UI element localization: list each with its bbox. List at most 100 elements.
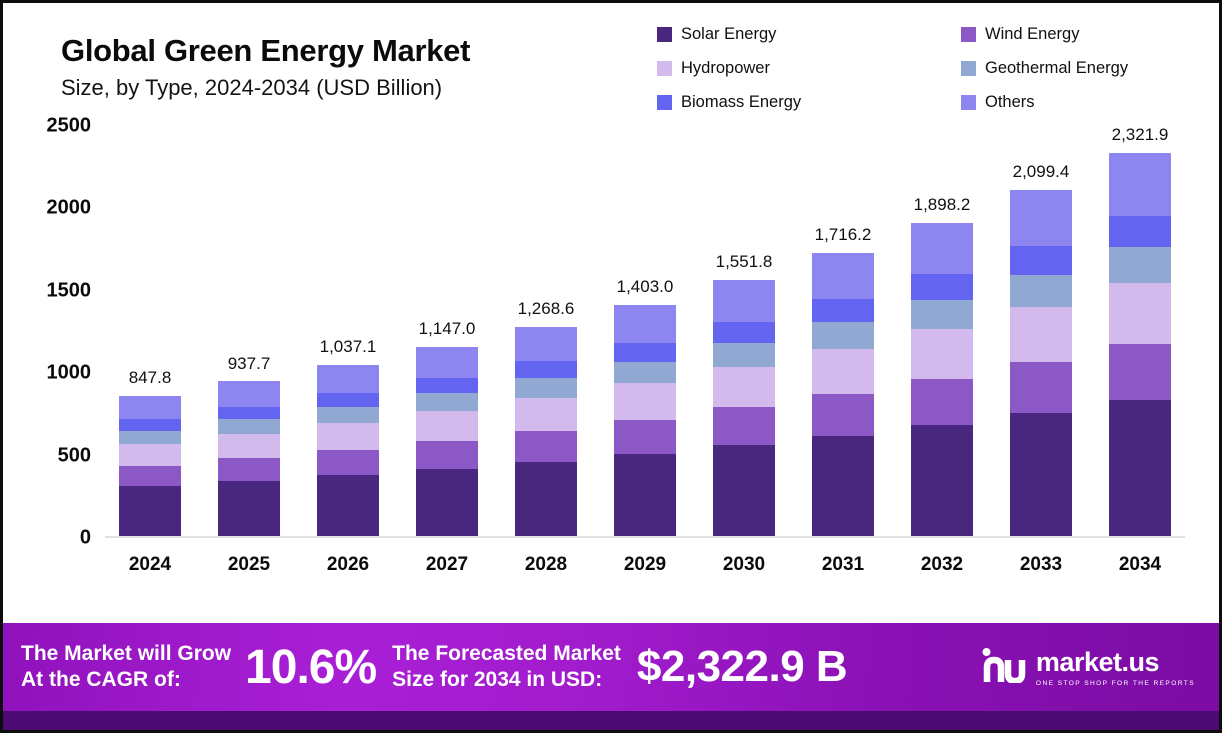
cagr-label: The Market will Grow At the CAGR of: (21, 641, 231, 692)
total-label-2027: 1,147.0 (418, 319, 476, 338)
bar-2024: 847.8 (119, 126, 181, 536)
total-label-2025: 937.7 (227, 353, 271, 373)
chart-header: Global Green Energy Market Size, by Type… (21, 17, 1199, 112)
bar-segment-biomass-energy (218, 406, 280, 420)
cagr-banner: The Market will Grow At the CAGR of: 10.… (3, 623, 1219, 711)
bar-segment-others (614, 304, 676, 343)
bar-segment-wind-energy (911, 378, 973, 425)
bar-segment-geothermal-energy (515, 378, 577, 398)
legend-item-hydropower: Hydropower (657, 59, 957, 78)
legend-label: Geothermal Energy (985, 59, 1129, 77)
bar-segment-wind-energy (218, 458, 280, 482)
bar-segment-hydropower (614, 383, 676, 420)
x-label-2028: 2028 (524, 554, 568, 575)
bar-segment-solar-energy (218, 481, 280, 536)
bar-segment-geothermal-energy (1010, 274, 1072, 308)
bar-segment-solar-energy (713, 445, 775, 536)
total-label-2030: 1,551.8 (715, 252, 773, 272)
bar-2030: 1,551.8 (713, 126, 775, 536)
bar-segment-others (911, 223, 973, 275)
bar-segment-others (1010, 190, 1072, 247)
bar-segment-wind-energy (614, 419, 676, 454)
total-label-2028: 1,268.6 (517, 298, 575, 318)
total-label-2031: 1,716.2 (814, 225, 872, 245)
bar-segment-geothermal-energy (218, 419, 280, 434)
bar-segment-solar-energy (614, 453, 676, 536)
bar-segment-solar-energy (911, 424, 973, 536)
total-label-2026: 1,037.1 (319, 337, 377, 357)
bar-segment-solar-energy (1010, 413, 1072, 536)
bar-segment-wind-energy (713, 407, 775, 446)
bar-segment-others (317, 365, 379, 393)
legend-label: Hydropower (681, 59, 770, 77)
bar-segment-wind-energy (119, 465, 181, 487)
cagr-value: 10.6% (245, 640, 377, 694)
cagr-label-line1: The Market will Grow (21, 642, 232, 666)
forecast-label: The Forecasted Market Size for 2034 in U… (392, 641, 621, 692)
bar-segment-others (218, 381, 280, 407)
x-label-2029: 2029 (623, 554, 667, 575)
bar-segment-others (1109, 153, 1171, 216)
bar-segment-biomass-energy (515, 361, 577, 379)
bar-segment-geothermal-energy (119, 430, 181, 444)
bar-segment-geothermal-energy (317, 406, 379, 424)
bar-segment-hydropower (1010, 307, 1072, 363)
legend-swatch (961, 27, 976, 42)
legend-label: Others (985, 93, 1035, 111)
title-block: Global Green Energy Market Size, by Type… (21, 17, 470, 101)
bar-segment-hydropower (515, 397, 577, 431)
bar-segment-solar-energy (119, 486, 181, 536)
bar-segment-geothermal-energy (416, 393, 478, 412)
legend-item-biomass-energy: Biomass Energy (657, 93, 957, 112)
bar-segment-solar-energy (416, 468, 478, 536)
plot-area: 847.8 937.7 1,037.1 1,147.0 1,268.6 1,403.0 1,… (105, 125, 1185, 538)
x-label-2026: 2026 (326, 554, 370, 575)
bar-segment-solar-energy (317, 475, 379, 536)
bar-segment-hydropower (317, 423, 379, 451)
bar-2033: 2,099.4 (1010, 126, 1072, 536)
bar-segment-others (812, 253, 874, 300)
x-label-2034: 2034 (1118, 554, 1162, 575)
bar-segment-others (515, 327, 577, 362)
bar-segment-geothermal-energy (911, 299, 973, 330)
legend-item-others: Others (961, 93, 1191, 112)
logo-tagline: ONE STOP SHOP FOR THE REPORTS (1035, 680, 1195, 687)
bar-segment-biomass-energy (614, 342, 676, 362)
bar-segment-solar-energy (1109, 400, 1171, 536)
y-tick-2500: 2500 (46, 114, 92, 137)
bar-2027: 1,147.0 (416, 126, 478, 536)
legend-swatch (657, 61, 672, 76)
bar-segment-hydropower (1109, 283, 1171, 344)
x-label-2031: 2031 (821, 554, 865, 575)
x-label-2027: 2027 (425, 554, 469, 575)
bar-segment-hydropower (911, 329, 973, 379)
legend-label: Biomass Energy (681, 93, 802, 111)
total-label-2033: 2,099.4 (1012, 162, 1070, 181)
bar-2031: 1,716.2 (812, 126, 874, 536)
chart-card: Global Green Energy Market Size, by Type… (3, 3, 1219, 623)
bar-segment-hydropower (713, 366, 775, 408)
bar-segment-biomass-energy (119, 419, 181, 431)
bar-segment-biomass-energy (1109, 215, 1171, 248)
legend-item-geothermal-energy: Geothermal Energy (961, 59, 1191, 78)
bar-segment-hydropower (416, 411, 478, 441)
x-label-2025: 2025 (227, 554, 271, 575)
bar-2028: 1,268.6 (515, 126, 577, 536)
legend-swatch (961, 95, 976, 110)
bar-segment-wind-energy (1109, 343, 1171, 401)
x-label-2024: 2024 (128, 554, 172, 575)
total-label-2032: 1,898.2 (913, 195, 971, 215)
y-tick-1000: 1000 (46, 361, 92, 384)
y-tick-1500: 1500 (46, 279, 92, 302)
forecast-label-line1: The Forecasted Market (392, 642, 621, 666)
bar-segment-biomass-energy (1010, 246, 1072, 275)
bar-segment-wind-energy (317, 450, 379, 476)
bar-segment-wind-energy (812, 393, 874, 436)
bar-segment-geothermal-energy (614, 361, 676, 384)
forecast-label-line2: Size for 2034 in USD: (392, 668, 603, 691)
bar-segment-geothermal-energy (812, 322, 874, 350)
legend-item-solar-energy: Solar Energy (657, 25, 957, 44)
bar-segment-hydropower (218, 433, 280, 459)
bar-segment-others (416, 346, 478, 378)
